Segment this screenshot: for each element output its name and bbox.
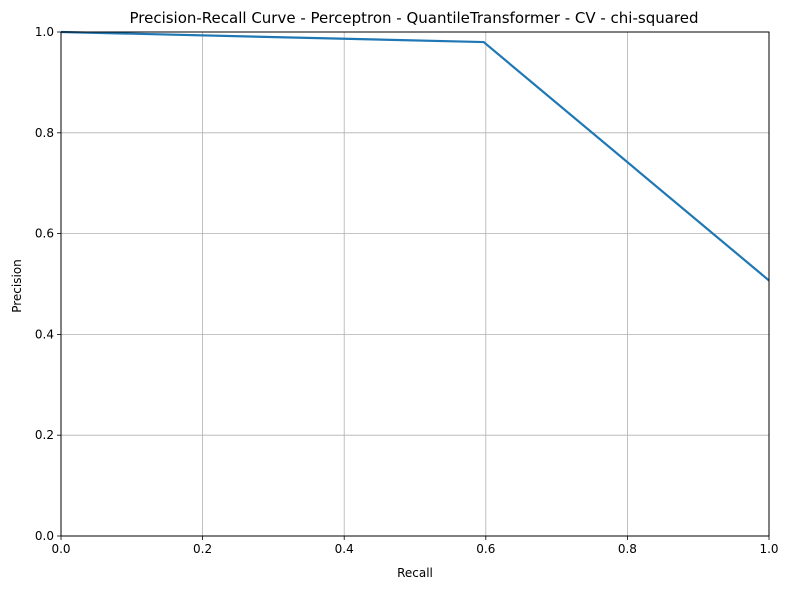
y-tick-label: 1.0 (35, 25, 54, 39)
x-tick-label: 0.8 (618, 542, 637, 556)
grid (60, 31, 770, 537)
chart-title: Precision-Recall Curve - Perceptron - Qu… (129, 9, 698, 27)
x-tick-label: 0.4 (335, 542, 354, 556)
y-tick-label: 0.8 (35, 126, 54, 140)
x-tick-label: 0.2 (193, 542, 212, 556)
x-tick-label: 0.0 (51, 542, 70, 556)
plot-frame (60, 31, 770, 537)
x-tick-label: 0.6 (476, 542, 495, 556)
y-tick-label: 0.6 (35, 227, 54, 241)
y-axis-ticks: 0.0 0.2 0.4 0.6 0.8 1.0 (35, 25, 61, 543)
series-layer (60, 30, 770, 282)
y-tick-label: 0.4 (35, 327, 54, 341)
y-tick-label: 0.2 (35, 428, 54, 442)
y-tick-label: 0.0 (35, 529, 54, 543)
y-axis-label: Precision (10, 259, 24, 313)
x-axis-ticks: 0.0 0.2 0.4 0.6 0.8 1.0 (51, 536, 779, 556)
x-tick-label: 1.0 (759, 542, 778, 556)
pr-curve-line (60, 30, 770, 282)
x-axis-label: Recall (397, 566, 433, 580)
